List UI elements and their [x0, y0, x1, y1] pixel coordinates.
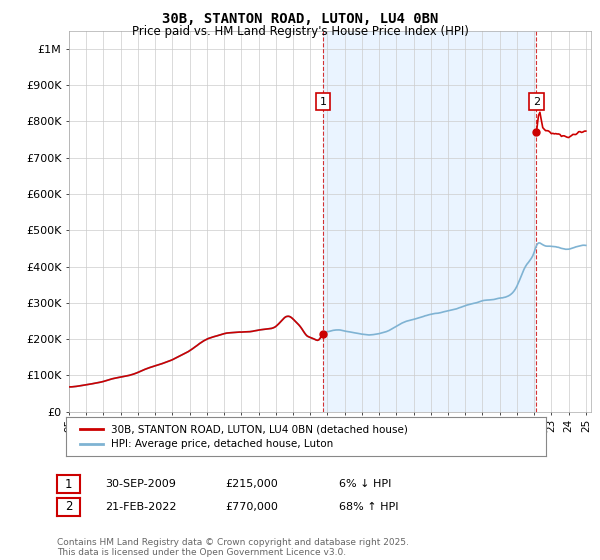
Text: 2: 2 [533, 96, 540, 106]
Text: 2: 2 [65, 500, 72, 514]
Text: 6% ↓ HPI: 6% ↓ HPI [339, 479, 391, 489]
Text: 21-FEB-2022: 21-FEB-2022 [105, 502, 176, 512]
Text: 30B, STANTON ROAD, LUTON, LU4 0BN: 30B, STANTON ROAD, LUTON, LU4 0BN [162, 12, 438, 26]
Bar [323, 31, 536, 412]
Text: Contains HM Land Registry data © Crown copyright and database right 2025.
This d: Contains HM Land Registry data © Crown c… [57, 538, 409, 557]
Text: £215,000: £215,000 [225, 479, 278, 489]
Text: 1: 1 [320, 96, 326, 106]
Text: 1: 1 [65, 478, 72, 491]
Text: £770,000: £770,000 [225, 502, 278, 512]
Text: 68% ↑ HPI: 68% ↑ HPI [339, 502, 398, 512]
Legend: 30B, STANTON ROAD, LUTON, LU4 0BN (detached house), HPI: Average price, detached: 30B, STANTON ROAD, LUTON, LU4 0BN (detac… [76, 420, 412, 454]
Text: 30-SEP-2009: 30-SEP-2009 [105, 479, 176, 489]
Text: Price paid vs. HM Land Registry's House Price Index (HPI): Price paid vs. HM Land Registry's House … [131, 25, 469, 38]
